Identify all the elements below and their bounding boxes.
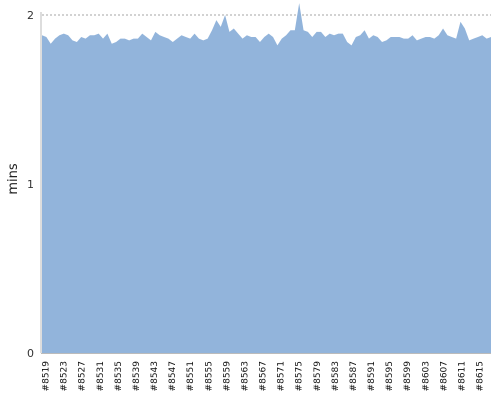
- series-area: [42, 3, 491, 353]
- y-tick-label: 0: [27, 347, 34, 360]
- x-tick-label: #8603: [421, 361, 431, 391]
- y-tick-layer: 0 1 2: [27, 9, 34, 360]
- x-tick-label: #8559: [222, 361, 232, 392]
- x-tick-label: #8615: [476, 361, 486, 391]
- x-tick-label: #8535: [114, 361, 124, 391]
- x-tick-label: #8575: [295, 361, 305, 391]
- x-tick-label: #8531: [96, 361, 106, 391]
- x-tick-label: #8519: [42, 361, 52, 392]
- x-tick-layer: #8519 #8523 #8527 #8531 #8535 #8539 #8543 #8547…: [42, 361, 486, 392]
- x-tick-label: #8547: [168, 361, 178, 391]
- x-tick-label: #8579: [313, 361, 323, 392]
- x-tick-label: #8555: [204, 361, 214, 391]
- y-tick-label: 2: [27, 9, 34, 22]
- x-tick-label: #8587: [349, 361, 359, 391]
- x-tick-label: #8583: [331, 361, 341, 391]
- x-tick-label: #8607: [439, 361, 449, 391]
- x-tick-label: #8567: [259, 361, 269, 391]
- x-tick-label: #8571: [277, 361, 287, 391]
- y-axis-label: mins: [6, 163, 21, 195]
- x-tick-label: #8539: [132, 361, 142, 392]
- x-tick-label: #8527: [78, 361, 88, 391]
- x-tick-label: #8563: [240, 361, 250, 391]
- x-tick-label: #8595: [385, 361, 395, 391]
- x-tick-label: #8611: [457, 361, 467, 391]
- x-tick-label: #8551: [186, 361, 196, 391]
- x-tick-label: #8599: [403, 361, 413, 392]
- area-layer: [42, 3, 491, 353]
- x-tick-label: #8543: [150, 361, 160, 391]
- y-tick-label: 1: [27, 178, 34, 191]
- x-tick-label: #8591: [367, 361, 377, 391]
- x-tick-label: #8523: [60, 361, 70, 391]
- axis-layer: [40, 12, 491, 354]
